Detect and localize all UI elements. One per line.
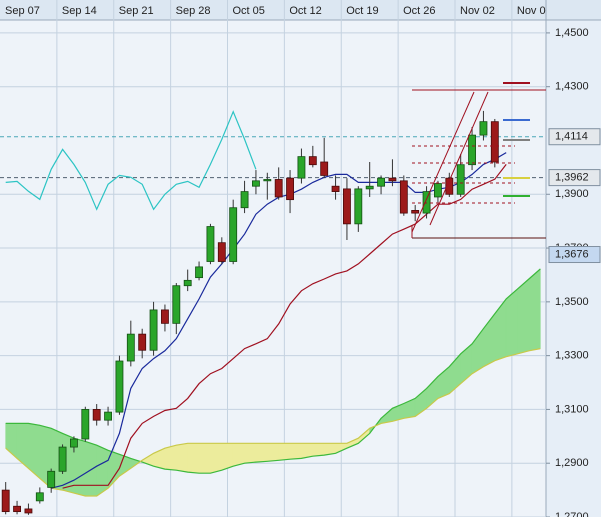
cloud-fill [164,444,177,471]
drawing-line [411,91,475,233]
cloud-fill [267,443,279,462]
span-b-line [5,348,541,497]
candle-body [343,188,351,225]
x-tick-label: Oct 12 [289,5,321,17]
axis: 1,45001,43001,39001,37001,35001,33001,31… [5,5,601,517]
x-tick-label: Oct 26 [403,5,435,17]
y-tick-label: 1,3300 [555,350,589,362]
candle-body [388,177,397,182]
cloud-fill [232,443,245,467]
level-box [548,169,601,187]
candle-body [70,438,78,448]
candle-body [456,164,465,195]
level-label: 1,3962 [555,172,589,184]
candle-body [172,285,181,324]
candle-body [161,309,169,324]
candle-body [47,470,56,488]
candle-body [24,508,33,514]
cloud-fill [210,443,223,474]
candle-body [274,179,283,198]
indicator-line [5,110,257,211]
cloud-fill [505,288,518,358]
cloud-fill [255,443,268,463]
x-tick-label: Sep 14 [62,5,97,17]
candle-body [411,210,420,214]
candle-body [490,121,499,163]
candle-body [206,226,215,262]
candle-body [58,446,67,472]
candle-body [217,242,226,262]
cloud-fill [198,443,211,474]
level-label: 1,3676 [555,248,589,260]
candle-body [115,360,124,413]
level-box [548,246,601,264]
cloud-fill [96,444,109,497]
candle-body [263,179,272,182]
candle-body [422,191,431,214]
candle-body [297,156,306,179]
y-tick-label: 1,3100 [555,403,589,415]
candle-body [149,309,158,351]
y-tick-label: 1,4500 [555,27,589,39]
x-tick-label: Sep 07 [5,5,40,17]
price-bar [546,20,601,517]
cloud-fill [85,441,97,497]
candle-body [479,121,488,136]
y-tick-label: 1,2700 [555,511,589,517]
candle-body [445,177,454,195]
candle-body [138,333,147,351]
candle-body [1,489,10,513]
candle-body [252,180,260,187]
candle-body [468,134,476,166]
cloud-fill [517,278,530,355]
candle-body [286,177,294,201]
candle-body [126,333,135,362]
cloud-fill [187,443,200,474]
cloud-fill [278,443,291,461]
plot [0,0,546,517]
candle-body [240,191,249,209]
drawing-tools [411,82,546,239]
indicator-line [62,164,507,489]
cloud-fill [244,443,257,464]
candle-body [377,177,385,187]
candle-body [354,188,363,225]
candle-body [434,183,442,198]
candle-body [13,505,21,513]
cloud-fill [312,443,325,457]
candle-body [399,180,408,214]
candle-body [104,411,112,421]
candle-body [331,185,340,192]
drawing-line [429,91,489,226]
y-tick-label: 1,4300 [555,81,589,93]
cloud-fill [289,443,302,460]
candle-body [308,156,317,166]
candle-body [229,207,238,262]
candle-body [92,409,101,421]
x-tick-label: Sep 21 [119,5,154,17]
y-tick-label: 1,2900 [555,457,589,469]
y-tick-label: 1,3900 [555,188,589,200]
candle-body [365,185,374,190]
y-tick-label: 1,3500 [555,296,589,308]
level-box [548,128,601,146]
x-tick-label: Oct 05 [233,5,265,17]
x-tick-label: Nov 02 [460,5,495,17]
candle-body [183,279,192,287]
span-a-line [5,268,541,474]
candle-body [195,266,203,279]
cloud-fill [528,268,541,352]
level-label: 1,4114 [555,131,588,143]
date-bar [0,0,601,20]
x-tick-label: Nov 0 [517,5,546,17]
x-tick-label: Oct 19 [346,5,378,17]
cloud-fill [176,442,188,473]
candle-body [81,409,90,440]
x-tick-label: Sep 28 [176,5,211,17]
candle-body [320,161,329,176]
candle-body [35,492,44,502]
